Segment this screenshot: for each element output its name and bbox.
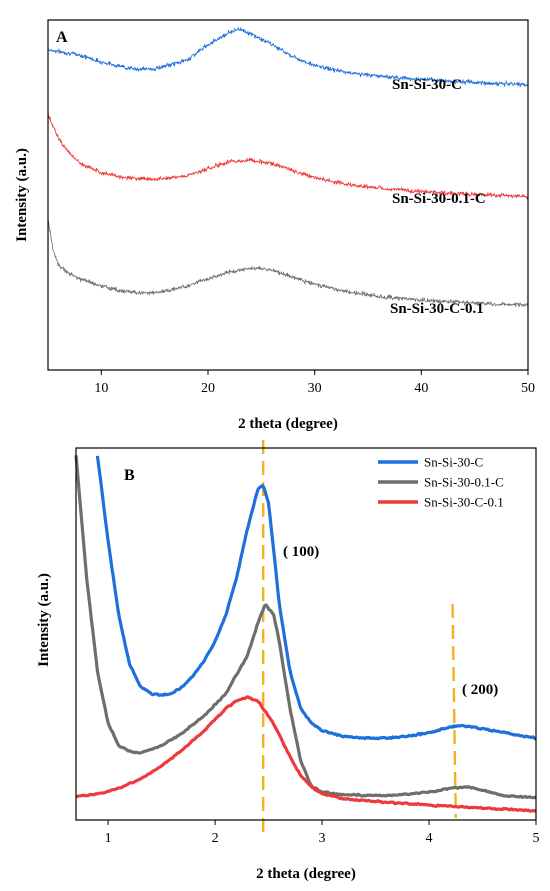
panel-b-reference-lines xyxy=(262,440,457,836)
x-tick-label-30: 30 xyxy=(308,381,322,396)
x-tick-label-50: 50 xyxy=(521,381,535,396)
panel-b-curves xyxy=(74,455,537,813)
panel-a-x-axis-label: 2 theta (degree) xyxy=(238,416,338,432)
panel-a-curve-labels: Sn-Si-30-C Sn-Si-30-0.1-C Sn-Si-30-C-0.1 xyxy=(390,77,486,317)
panel-b-peak-annotations: ( 100) ( 200) xyxy=(283,544,498,698)
panel-b-x-ticks: 1 2 3 4 5 xyxy=(105,820,540,846)
x-tick-label-4: 4 xyxy=(426,831,433,846)
curve-label-3: Sn-Si-30-C-0.1 xyxy=(390,301,484,317)
peak-annotation-1: ( 100) xyxy=(283,544,319,560)
panel-b-legend: Sn-Si-30-C Sn-Si-30-0.1-C Sn-Si-30-C-0.1 xyxy=(378,455,504,510)
chart-panel-a: A Sn-Si-30-C Sn-Si-30-0.1-C Sn-Si-30-C-0.1… xyxy=(14,19,535,432)
series-line-2 xyxy=(74,455,537,800)
series-line-2 xyxy=(47,114,529,200)
series-line-1 xyxy=(47,27,529,88)
x-tick-label-3: 3 xyxy=(319,831,326,846)
reference-line-2 xyxy=(451,603,457,819)
panel-a-y-axis-label: Intensity (a.u.) xyxy=(14,148,30,242)
x-tick-label-2: 2 xyxy=(212,831,219,846)
x-tick-label-10: 10 xyxy=(94,381,108,396)
x-tick-label-20: 20 xyxy=(201,381,215,396)
legend-entry-1: Sn-Si-30-C xyxy=(424,455,483,470)
series-line-3 xyxy=(47,218,529,308)
panel-a-x-ticks: 10 20 30 40 50 xyxy=(94,370,535,396)
series-line-3 xyxy=(75,695,537,813)
legend-entry-3: Sn-Si-30-C-0.1 xyxy=(424,495,504,510)
x-tick-label-5: 5 xyxy=(533,831,540,846)
panel-b-y-axis-label: Intensity (a.u.) xyxy=(36,573,52,667)
panel-letter-a: A xyxy=(56,29,68,46)
x-tick-label-40: 40 xyxy=(414,381,428,396)
chart-panel-b: B ( 100)( 200) Sn-Si-30-CSn-Si-30-0.1-CS… xyxy=(36,440,540,882)
legend-entry-2: Sn-Si-30-0.1-C xyxy=(424,475,504,490)
peak-annotation-2: ( 200) xyxy=(462,682,498,698)
panel-a-plot-frame xyxy=(47,19,529,371)
curve-label-2: Sn-Si-30-0.1-C xyxy=(392,191,486,207)
curve-label-1: Sn-Si-30-C xyxy=(392,77,462,93)
series-line-1 xyxy=(95,455,537,741)
panel-b-x-axis-label: 2 theta (degree) xyxy=(256,866,356,882)
panel-a-curves xyxy=(47,27,529,308)
panel-b-plot-frame xyxy=(75,447,537,821)
x-tick-label-1: 1 xyxy=(105,831,112,846)
panel-letter-b: B xyxy=(124,467,135,484)
